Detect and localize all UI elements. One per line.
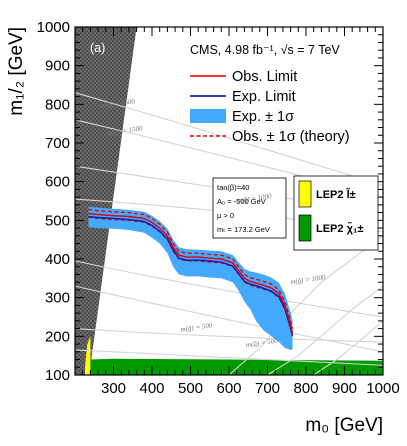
y-tick-label: 500 bbox=[45, 212, 70, 229]
obs-theory-upper-line bbox=[88, 208, 294, 329]
legend-obs-theory-label: Obs. ± 1σ (theory) bbox=[232, 129, 350, 145]
legend-obs-limit-label: Obs. Limit bbox=[232, 69, 297, 85]
legend-layer: Obs. Limit Exp. Limit Exp. ± 1σ Obs. ± 1σ (… bbox=[190, 69, 379, 251]
lep-legend-swatch bbox=[298, 180, 312, 208]
theory-contour bbox=[313, 320, 384, 376]
lep-legend-label: LEP2 l̃± bbox=[316, 188, 356, 201]
x-tick-label: 300 bbox=[101, 380, 126, 397]
parameter-box bbox=[212, 177, 287, 239]
panel-label: (a) bbox=[90, 41, 105, 55]
axes-layer: 300 400 500 600 700 800 900 1000 100 200 300 400 500… bbox=[37, 19, 400, 397]
expected-limit-line bbox=[88, 215, 294, 336]
y-tick-label: 800 bbox=[45, 96, 70, 113]
parameter-text: μ > 0 bbox=[217, 211, 234, 220]
theory-contour bbox=[74, 92, 384, 187]
y-tick-label: 700 bbox=[45, 135, 70, 152]
legend-exp-band-label: Exp. ± 1σ bbox=[232, 109, 294, 125]
lep-legend-label: LEP2 χ̃₁± bbox=[316, 222, 364, 235]
legend-exp-band-swatch bbox=[190, 109, 226, 123]
y-tick-label: 400 bbox=[45, 251, 70, 268]
parameter-text: A₀ = -500 GeV bbox=[217, 197, 266, 206]
x-tick-label: 900 bbox=[332, 380, 357, 397]
y-tick-label: 100 bbox=[45, 367, 70, 384]
lep-legend-swatch bbox=[298, 214, 312, 242]
y-tick-label: 300 bbox=[45, 290, 70, 307]
x-tick-label: 1000 bbox=[366, 380, 399, 397]
x-tick-label: 600 bbox=[216, 380, 241, 397]
parameter-text: mₜ = 173.2 GeV bbox=[217, 225, 270, 234]
x-tick-label: 700 bbox=[255, 380, 280, 397]
lep2-slepton-region bbox=[85, 336, 91, 375]
y-tick-label: 200 bbox=[45, 328, 70, 345]
observed-limit-line bbox=[88, 212, 294, 333]
theory-contour bbox=[74, 349, 384, 366]
header-label: CMS, 4.98 fb⁻¹, √s = 7 TeV bbox=[190, 43, 340, 57]
theory-contour bbox=[74, 285, 384, 353]
y-axis-title: m₁/₂ [GeV] bbox=[6, 27, 27, 116]
x-tick-label: 800 bbox=[293, 380, 318, 397]
theory-contour bbox=[267, 285, 384, 376]
theory-contour bbox=[74, 260, 384, 318]
y-tick-label: 600 bbox=[45, 174, 70, 191]
x-tick-label: 400 bbox=[139, 380, 164, 397]
y-tick-label: 900 bbox=[45, 58, 70, 75]
limit-line-layer bbox=[88, 208, 294, 337]
legend-exp-limit-label: Exp. Limit bbox=[232, 89, 296, 105]
y-tick-label: 1000 bbox=[37, 19, 70, 36]
theory-contour bbox=[74, 328, 384, 343]
parameter-text: tan(β)=40 bbox=[217, 183, 249, 192]
x-axis-title: m₀ [GeV] bbox=[305, 415, 383, 436]
x-tick-label: 500 bbox=[178, 380, 203, 397]
